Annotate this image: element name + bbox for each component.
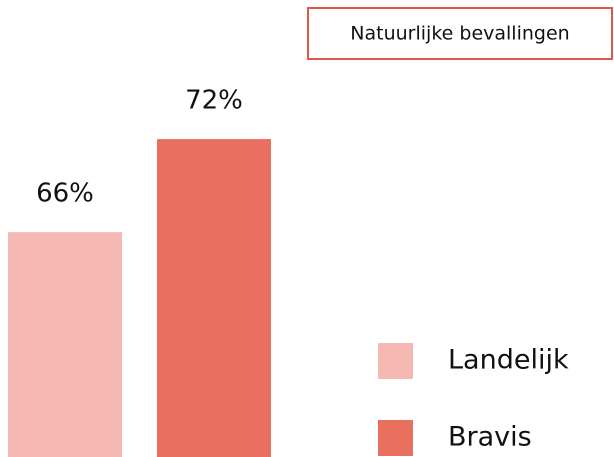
- data-label: 72%: [185, 86, 243, 116]
- legend-swatch: [378, 420, 413, 456]
- legend-label: Bravis: [448, 422, 532, 453]
- title-box: [307, 7, 613, 60]
- legend-swatch: [378, 343, 413, 379]
- chart-title: Natuurlijke bevallingen: [350, 23, 569, 45]
- bar: [8, 232, 122, 457]
- bar: [157, 139, 271, 457]
- data-label: 66%: [36, 179, 94, 209]
- legend-label: Landelijk: [448, 345, 569, 376]
